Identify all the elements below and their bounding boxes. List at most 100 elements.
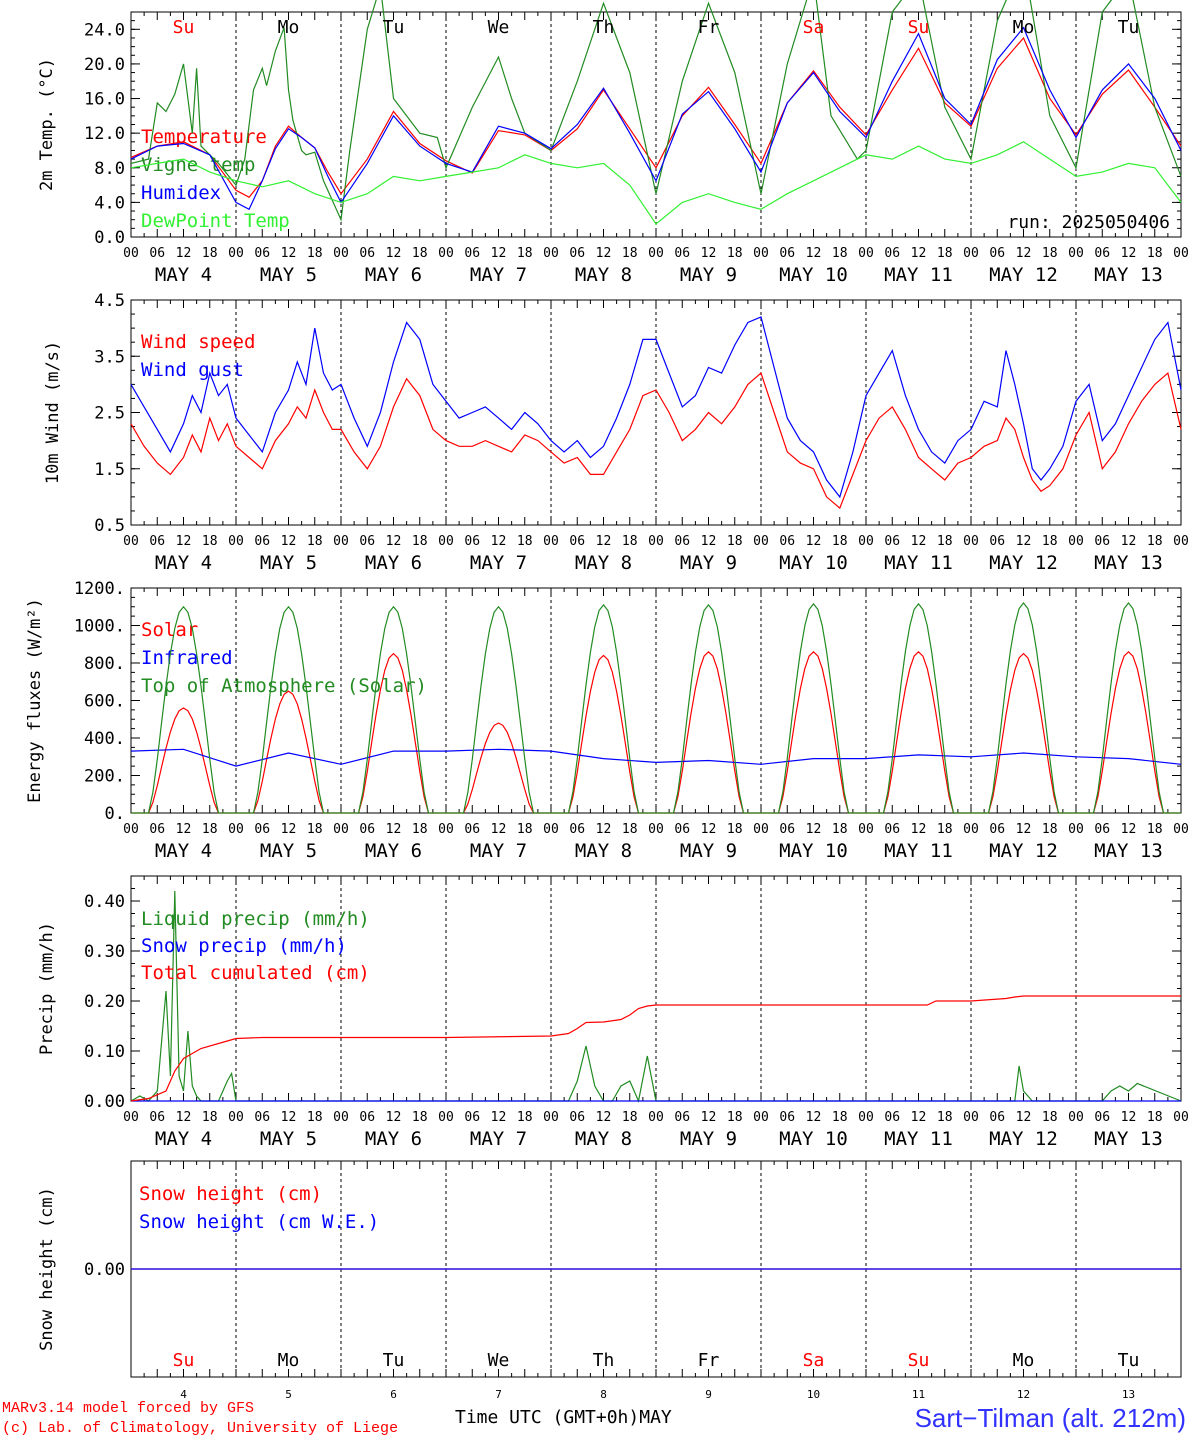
x-hour-label: 18 — [412, 534, 428, 549]
x-hour-label: 06 — [464, 1110, 480, 1125]
x-hour-label: 18 — [412, 1110, 428, 1125]
panel-2-frame — [130, 299, 1182, 526]
x-hour-label: 18 — [622, 822, 638, 837]
y-tick-label: 3.5 — [94, 347, 125, 367]
y-tick-label: 20.0 — [84, 55, 125, 75]
series-infrared — [130, 748, 1182, 767]
x-hour-label: 12 — [176, 1110, 192, 1125]
x-hour-label: 00 — [648, 822, 664, 837]
x-hour-label: 00 — [438, 534, 454, 549]
x-date-label: MAY 4 — [155, 552, 212, 574]
x-hour-label: 12 — [281, 1110, 297, 1125]
day-number: 11 — [912, 1388, 925, 1401]
x-hour-label: 12 — [491, 534, 507, 549]
day-number: 12 — [1017, 1388, 1030, 1401]
day-number: 9 — [705, 1388, 712, 1401]
legend-snow-height-cm-w-e-: Snow height (cm W.E.) — [139, 1211, 379, 1233]
y-tick-label: 0. — [105, 804, 125, 824]
weekday-top: Mo — [1013, 17, 1035, 38]
x-hour-label: 12 — [911, 534, 927, 549]
y-tick-label: 8.0 — [94, 159, 125, 179]
x-hour-label: 12 — [596, 246, 612, 261]
x-hour-label: 12 — [386, 822, 402, 837]
x-hour-label: 00 — [753, 534, 769, 549]
y-tick-label: 24.0 — [84, 20, 125, 40]
x-hour-label: 00 — [1068, 1110, 1084, 1125]
x-hour-label: 18 — [202, 534, 218, 549]
x-hour-label: 00 — [438, 1110, 454, 1125]
x-hour-label: 00 — [963, 1110, 979, 1125]
x-hour-label: 06 — [779, 822, 795, 837]
y-tick-label: 4.5 — [94, 291, 125, 311]
x-hour-label: 18 — [1042, 1110, 1058, 1125]
x-date-label: MAY 8 — [575, 1128, 632, 1150]
x-date-label: MAY 7 — [470, 552, 527, 574]
legend-solar: Solar — [141, 619, 198, 641]
x-hour-label: 06 — [989, 534, 1005, 549]
x-date-label: MAY 12 — [989, 840, 1058, 862]
x-hour-label: 18 — [832, 822, 848, 837]
x-hour-label: 00 — [333, 246, 349, 261]
x-hour-label: 00 — [543, 822, 559, 837]
panel-3-ylabel: Energy fluxes (W/m²) — [25, 598, 45, 803]
x-hour-label: 06 — [464, 822, 480, 837]
x-hour-label: 06 — [779, 534, 795, 549]
x-hour-label: 06 — [254, 534, 270, 549]
x-hour-label: 18 — [307, 1110, 323, 1125]
legend-total-cumulated-cm-: Total cumulated (cm) — [141, 962, 370, 984]
x-hour-label: 00 — [858, 1110, 874, 1125]
x-hour-label: 00 — [858, 246, 874, 261]
x-date-label: MAY 10 — [779, 840, 848, 862]
x-hour-label: 12 — [596, 534, 612, 549]
x-date-label: MAY 6 — [365, 552, 422, 574]
x-date-label: MAY 5 — [260, 840, 317, 862]
x-hour-label: 00 — [438, 822, 454, 837]
x-hour-label: 12 — [176, 534, 192, 549]
weekday-top: Mo — [278, 17, 300, 38]
legend-liquid-precip-mm-h-: Liquid precip (mm/h) — [141, 908, 370, 930]
x-hour-label: 06 — [1094, 822, 1110, 837]
x-hour-label: 12 — [281, 822, 297, 837]
x-hour-label: 00 — [123, 534, 139, 549]
x-hour-label: 12 — [281, 534, 297, 549]
x-axis-time-label: Time UTC (GMT+0h) — [455, 1407, 640, 1428]
weekday-bottom: Tu — [383, 1350, 405, 1371]
x-hour-label: 12 — [911, 1110, 927, 1125]
x-hour-label: 00 — [753, 822, 769, 837]
x-date-label: MAY 11 — [884, 840, 953, 862]
x-hour-label: 06 — [359, 534, 375, 549]
x-hour-label: 12 — [1121, 246, 1137, 261]
x-hour-label: 00 — [543, 534, 559, 549]
y-tick-label: 1.5 — [94, 460, 125, 480]
x-hour-label: 12 — [1016, 822, 1032, 837]
y-tick-label: 0.00 — [84, 1260, 125, 1280]
x-date-label: MAY 11 — [884, 1128, 953, 1150]
x-hour-label: 18 — [307, 534, 323, 549]
x-hour-label: 00 — [543, 246, 559, 261]
x-hour-label: 18 — [1042, 246, 1058, 261]
legend-infrared: Infrared — [141, 647, 233, 669]
x-date-label: MAY 5 — [260, 264, 317, 286]
x-hour-label: 06 — [674, 534, 690, 549]
x-hour-label: 06 — [149, 246, 165, 261]
y-tick-label: 16.0 — [84, 90, 125, 110]
x-hour-label: 18 — [832, 1110, 848, 1125]
x-hour-label: 12 — [1016, 534, 1032, 549]
series-humidex — [130, 26, 1182, 211]
x-hour-label: 18 — [937, 534, 953, 549]
weekday-top: Th — [593, 17, 615, 38]
y-tick-label: 4.0 — [94, 193, 125, 213]
legend-snow-height-cm-: Snow height (cm) — [139, 1183, 322, 1205]
x-hour-label: 00 — [228, 534, 244, 549]
y-tick-label: 0.20 — [84, 992, 125, 1012]
x-date-label: MAY 4 — [155, 264, 212, 286]
x-date-label: MAY 10 — [779, 552, 848, 574]
x-hour-label: 00 — [963, 534, 979, 549]
x-date-label: MAY 4 — [155, 840, 212, 862]
series-total-cumulated-cm- — [130, 995, 1181, 1102]
y-tick-label: 0.40 — [84, 892, 125, 912]
x-hour-label: 00 — [1173, 534, 1189, 549]
x-hour-label: 18 — [1147, 534, 1163, 549]
x-hour-label: 06 — [674, 1110, 690, 1125]
